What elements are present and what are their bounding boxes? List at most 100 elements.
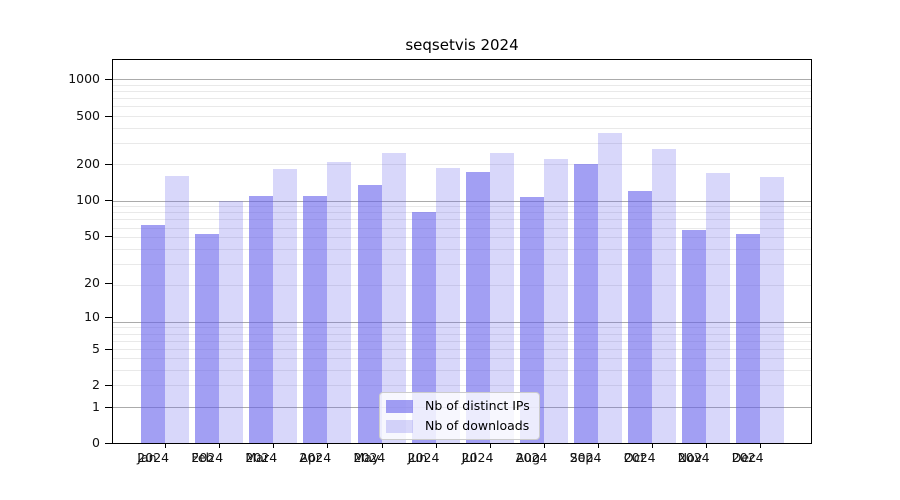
y-tick-mark xyxy=(105,316,112,318)
gridline-minor xyxy=(113,248,811,250)
bar xyxy=(219,201,244,443)
x-tick-year: 2024 xyxy=(461,450,494,465)
x-tick-month: Jan xyxy=(137,450,157,465)
legend-label: Nb of downloads xyxy=(425,418,530,433)
gridline-major xyxy=(113,200,811,202)
y-tick-mark xyxy=(105,163,112,165)
bar xyxy=(681,230,706,443)
bar xyxy=(543,158,568,443)
gridline-major xyxy=(113,79,811,81)
bar xyxy=(141,224,166,443)
bar xyxy=(357,184,382,443)
x-tick-year: 2024 xyxy=(407,450,440,465)
gridline-minor xyxy=(113,358,811,360)
y-tick-mark xyxy=(105,406,112,408)
x-tick-year: 2024 xyxy=(731,450,764,465)
gridline-minor xyxy=(113,84,811,86)
y-tick-label: 1 xyxy=(92,398,100,414)
y-tick-label: 0 xyxy=(92,435,100,450)
y-tick-label: 50 xyxy=(84,228,100,243)
legend-item: Nb of downloads xyxy=(386,419,530,433)
x-tick-month: Oct xyxy=(623,450,646,465)
x-tick-month: Nov xyxy=(677,450,703,465)
y-tick-mark xyxy=(105,115,112,117)
x-tick-month: Aug xyxy=(515,450,541,465)
x-tick-year: 2024 xyxy=(515,450,548,465)
gridline-minor xyxy=(113,237,811,239)
bar xyxy=(651,149,676,443)
x-tick-year: 2024 xyxy=(299,450,332,465)
x-tick-month: Dec xyxy=(731,450,756,465)
bar xyxy=(627,190,652,443)
x-tick-year: 2024 xyxy=(137,450,170,465)
gridline-minor xyxy=(113,264,811,265)
gridline-minor xyxy=(113,206,811,208)
gridline-minor xyxy=(113,115,811,117)
bar xyxy=(573,163,598,443)
y-tick-mark xyxy=(105,79,112,81)
x-tick-year: 2024 xyxy=(245,450,278,465)
y-tick-label: 2 xyxy=(92,377,100,393)
legend: Nb of distinct IPs Nb of downloads xyxy=(379,392,540,440)
x-tick-year: 2024 xyxy=(353,450,386,465)
gridline-minor xyxy=(113,348,811,350)
gridline-minor xyxy=(113,285,811,287)
y-tick-mark xyxy=(105,385,112,387)
gridline-minor xyxy=(113,370,811,371)
gridline-minor xyxy=(113,106,811,108)
gridline-minor xyxy=(113,212,811,214)
y-tick-label: 5 xyxy=(92,340,100,356)
y-tick-label: 20 xyxy=(84,274,100,290)
gridline-minor xyxy=(113,227,811,229)
bar xyxy=(759,176,784,443)
gridline-minor xyxy=(113,333,811,335)
bar xyxy=(273,169,298,443)
legend-label: Nb of distinct IPs xyxy=(425,398,530,413)
bar xyxy=(327,161,352,443)
y-tick-mark xyxy=(105,443,112,444)
gridline-minor xyxy=(113,142,811,144)
y-tick-label: 500 xyxy=(76,107,100,123)
x-tick-year: 2024 xyxy=(677,450,710,465)
y-tick-mark xyxy=(105,200,112,202)
bar xyxy=(195,234,220,443)
gridline-minor xyxy=(113,164,811,166)
x-tick-month: Jun xyxy=(407,450,428,465)
gridline-minor xyxy=(113,327,811,329)
gridline-minor xyxy=(113,219,811,221)
x-tick-year: 2024 xyxy=(623,450,656,465)
x-tick-month: Mar xyxy=(245,450,269,465)
y-tick-mark xyxy=(105,282,112,284)
gridline-minor xyxy=(113,91,811,93)
gridline-minor xyxy=(113,127,811,129)
gridline-minor xyxy=(113,340,811,342)
y-tick-label: 10 xyxy=(84,308,100,324)
x-tick-year: 2024 xyxy=(569,450,602,465)
gridline-minor xyxy=(113,385,811,387)
y-tick-mark xyxy=(105,348,112,350)
x-tick-month: Apr xyxy=(299,450,322,465)
bar xyxy=(249,196,274,443)
bar xyxy=(735,234,760,443)
bar xyxy=(705,173,730,443)
legend-swatch-ips xyxy=(386,399,413,413)
gridline-minor xyxy=(113,98,811,100)
y-tick-label: 1000 xyxy=(68,71,100,87)
x-tick-month: Jul xyxy=(461,450,477,465)
chart-title: seqsetvis 2024 xyxy=(405,36,519,54)
bar xyxy=(165,176,190,443)
y-tick-label: 200 xyxy=(76,155,100,171)
y-tick-label: 100 xyxy=(76,192,100,208)
bar xyxy=(597,133,622,443)
x-tick-month: May xyxy=(353,450,380,465)
gridline-major xyxy=(113,321,811,323)
legend-swatch-downloads xyxy=(386,419,413,433)
legend-item: Nb of distinct IPs xyxy=(386,399,530,413)
plot-area xyxy=(112,59,812,444)
x-tick-month: Sep xyxy=(569,450,594,465)
y-tick-mark xyxy=(105,236,112,237)
x-tick-year: 2024 xyxy=(191,450,224,465)
x-tick-month: Feb xyxy=(191,450,214,465)
bar xyxy=(303,196,328,443)
